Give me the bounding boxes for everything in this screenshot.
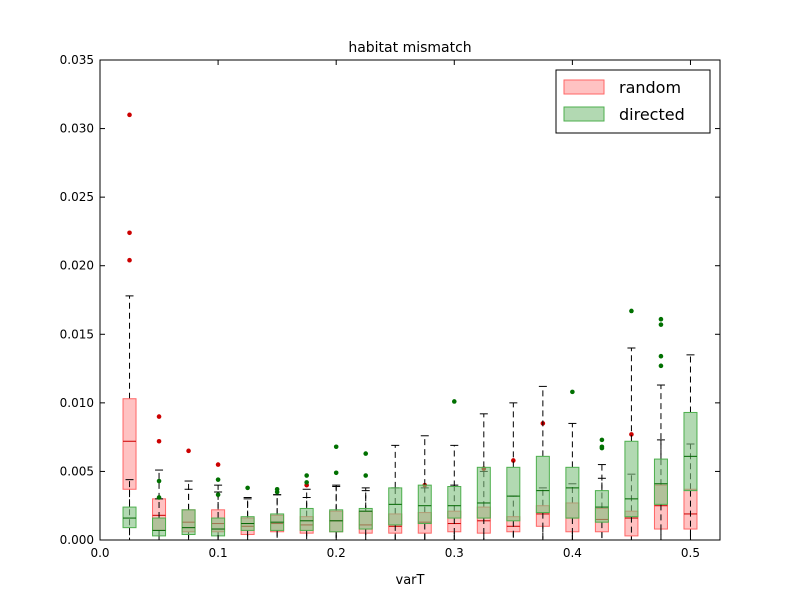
legend: random directed [555, 69, 711, 134]
directed-box [447, 486, 462, 519]
directed-flier-point [363, 451, 369, 456]
random-flier-point [629, 432, 634, 437]
directed-box-group [565, 389, 580, 541]
directed-flier-point [363, 473, 369, 478]
directed-flier-point [658, 353, 664, 359]
directed-flier-point [599, 445, 605, 451]
chart-title: habitat mismatch [348, 40, 471, 56]
directed-box [506, 466, 521, 522]
directed-box [565, 466, 580, 519]
directed-box [653, 458, 668, 505]
series-directed [122, 308, 698, 541]
directed-flier-point [629, 308, 634, 314]
directed-box-group [240, 485, 255, 541]
directed-box [358, 507, 373, 530]
directed-box-group [299, 473, 314, 541]
random-flier-point [186, 448, 191, 454]
directed-box-group [358, 451, 373, 541]
y-tick-label: 0.005 [60, 464, 94, 478]
y-tick-label: 0.010 [60, 396, 94, 410]
directed-box-group [122, 479, 137, 541]
directed-box [476, 466, 491, 519]
axis-ticks: 0.0 0.1 0.2 0.3 0.4 0.5 0.000 0.005 0.010 0.015 0.… [60, 53, 720, 560]
directed-box-group [506, 402, 521, 541]
directed-box [683, 411, 698, 492]
random-flier-point [127, 230, 132, 236]
random-flier-point [215, 462, 221, 467]
random-flier-point [127, 257, 132, 263]
directed-flier-point [570, 389, 575, 395]
directed-box-group [624, 308, 639, 541]
directed-box-group [388, 444, 403, 541]
plot-area [122, 112, 698, 541]
directed-box [417, 484, 432, 525]
directed-box-group [447, 399, 462, 541]
random-flier-point [156, 438, 162, 444]
y-tick-label: 0.030 [60, 122, 94, 136]
directed-box [535, 455, 550, 514]
random-box-group [122, 112, 137, 541]
directed-flier-point [245, 485, 250, 491]
directed-box-group [329, 444, 344, 541]
directed-box-group [152, 478, 167, 541]
directed-box [299, 507, 314, 531]
directed-flier-point [274, 489, 280, 495]
y-tick-label: 0.025 [60, 190, 94, 204]
y-tick-label: 0.015 [60, 327, 94, 341]
directed-flier-point [215, 492, 221, 498]
x-tick-label: 0.1 [209, 546, 228, 560]
directed-box-group [653, 316, 668, 541]
directed-box-group [270, 486, 285, 541]
random-flier-point [127, 112, 132, 118]
directed-box [181, 509, 196, 536]
legend-swatch-directed [563, 106, 605, 122]
directed-flier-point [156, 495, 162, 500]
directed-flier-point [451, 399, 457, 404]
legend-swatch-random [563, 79, 605, 95]
random-box [122, 398, 137, 490]
legend-label-directed: directed [619, 105, 685, 124]
directed-flier-point [304, 480, 309, 485]
directed-box-group [535, 385, 550, 541]
x-tick-label: 0.3 [445, 546, 464, 560]
directed-box [152, 517, 167, 537]
directed-box [211, 517, 226, 537]
directed-flier-point [599, 437, 605, 443]
directed-box-group [181, 488, 196, 541]
axes-frame [99, 59, 721, 541]
directed-flier-point [658, 322, 664, 327]
x-tick-label: 0.5 [681, 546, 700, 560]
directed-box [594, 490, 609, 523]
directed-box [388, 487, 403, 526]
x-tick-label: 0.4 [563, 546, 582, 560]
directed-box [122, 506, 137, 529]
directed-flier-point [156, 478, 162, 484]
directed-flier-point [658, 316, 664, 322]
directed-flier-point [333, 470, 339, 476]
y-tick-label: 0.000 [60, 533, 94, 547]
y-tick-label: 0.020 [60, 259, 94, 273]
directed-box-group [683, 354, 698, 541]
directed-flier-point [333, 444, 339, 450]
series-random [122, 112, 698, 541]
directed-box [624, 440, 639, 518]
directed-flier-point [304, 473, 309, 478]
y-tick-label: 0.035 [60, 53, 94, 67]
x-axis-label: varT [396, 573, 425, 588]
legend-label-random: random [619, 78, 681, 97]
directed-flier-point [658, 363, 664, 369]
directed-box-group [476, 413, 491, 541]
x-tick-label: 0.2 [327, 546, 346, 560]
directed-flier-point [215, 477, 221, 482]
random-flier-point [511, 458, 516, 463]
random-flier-point [156, 414, 162, 419]
x-tick-label: 0.0 [90, 546, 109, 560]
directed-box-group [211, 477, 226, 541]
